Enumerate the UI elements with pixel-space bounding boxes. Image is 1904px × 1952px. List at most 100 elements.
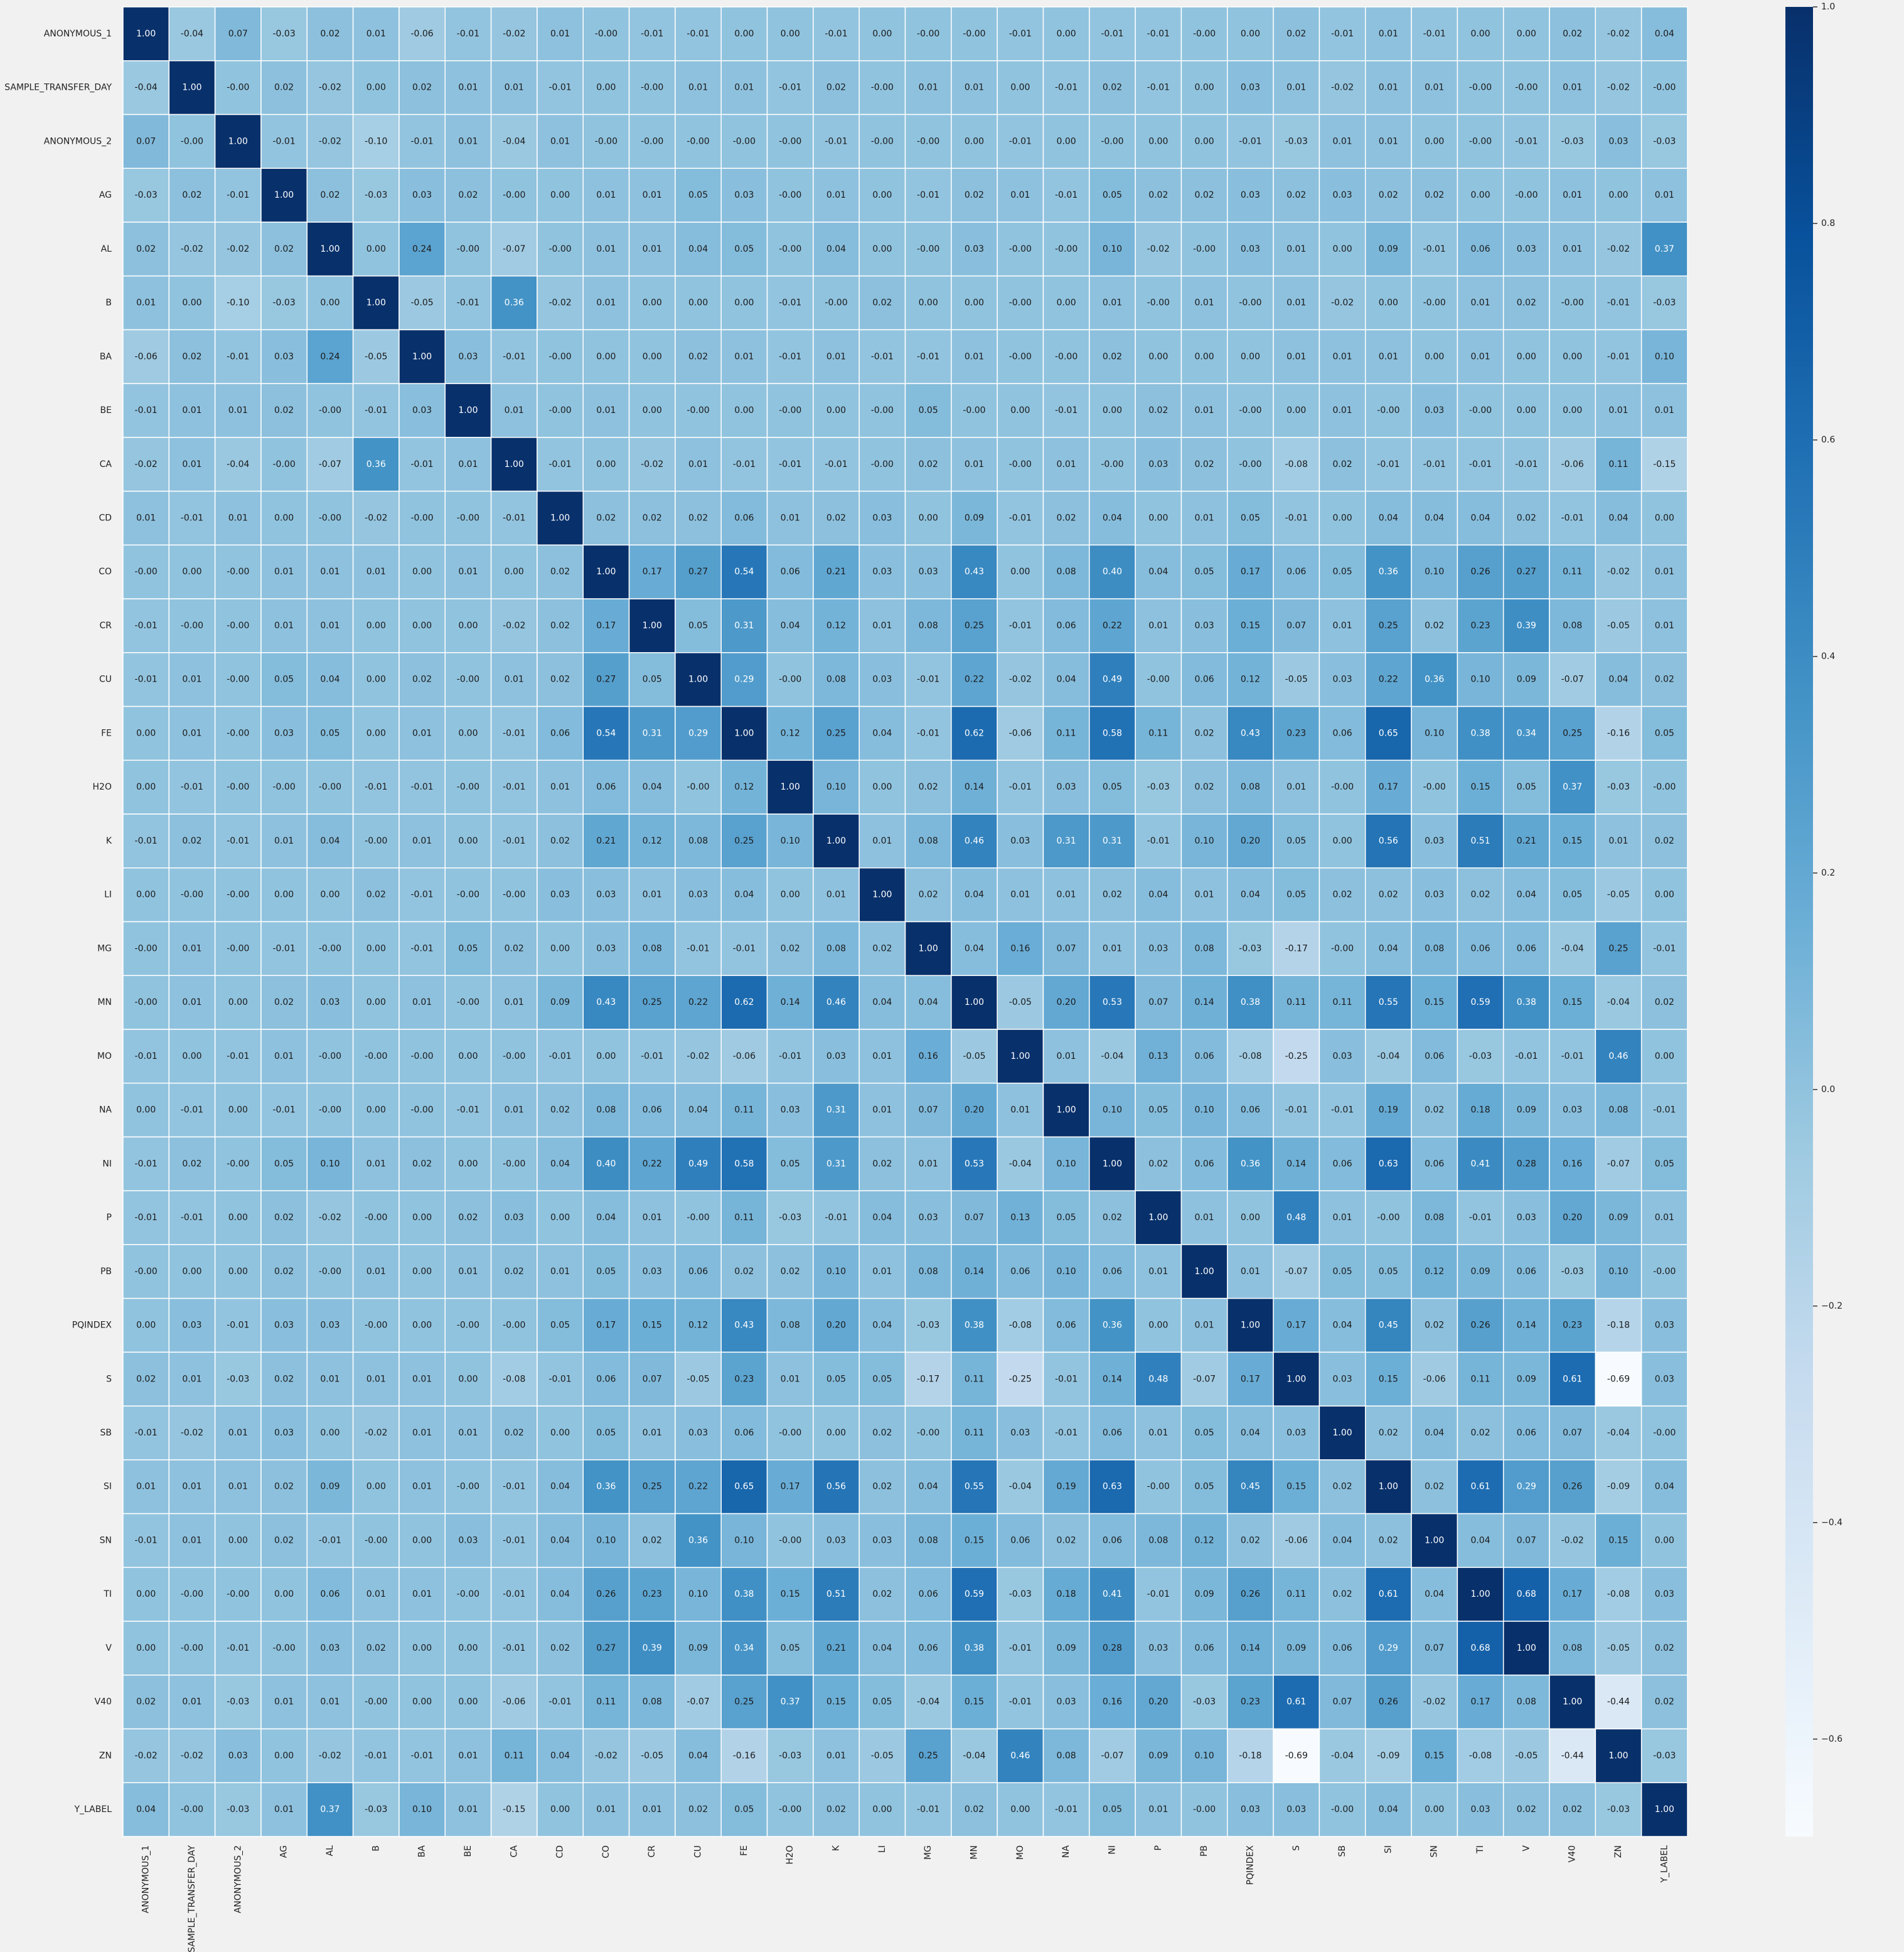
heatmap-cell-label: -0.00 (365, 1321, 387, 1331)
heatmap-cell-label: 0.01 (1332, 405, 1352, 416)
heatmap-cell (675, 1082, 722, 1138)
heatmap-cell-label: 0.01 (182, 943, 201, 953)
heatmap-cell-label: -0.02 (319, 83, 341, 93)
heatmap-cell-label: 0.07 (136, 136, 156, 146)
heatmap-cell (858, 975, 906, 1030)
heatmap-cell-label: 0.19 (1379, 1105, 1398, 1115)
heatmap-cell-label: 0.04 (1608, 675, 1628, 685)
heatmap-cell-label: 0.10 (320, 1159, 340, 1169)
heatmap-cell-label: 0.12 (826, 621, 846, 631)
heatmap-cell-label: 0.14 (1286, 1159, 1306, 1169)
heatmap-cell-label: 0.01 (1332, 136, 1352, 146)
heatmap-cell (1273, 975, 1320, 1030)
heatmap-cell-label: 0.04 (320, 675, 340, 685)
heatmap-cell-label: 0.03 (182, 1321, 201, 1331)
heatmap-cell-label: 0.00 (458, 1374, 478, 1384)
heatmap-cell (582, 1082, 630, 1138)
heatmap-cell (168, 275, 216, 331)
heatmap-cell-label: -0.01 (1331, 1105, 1354, 1115)
heatmap-cell (904, 1029, 952, 1084)
heatmap-cell-label: -0.02 (135, 1751, 158, 1761)
heatmap-cell-label: 0.00 (550, 1428, 570, 1438)
heatmap-cell (997, 1082, 1044, 1138)
heatmap-cell-label: 0.02 (1563, 1805, 1582, 1815)
heatmap-cell-label: 0.63 (1103, 1482, 1122, 1492)
heatmap-cell-label: -0.01 (135, 1159, 158, 1169)
heatmap-cell (1549, 598, 1596, 653)
heatmap-cell-label: 0.17 (1241, 567, 1260, 577)
heatmap-cell-label: 0.28 (1103, 1643, 1122, 1653)
heatmap-cell-label: 1.00 (596, 567, 616, 577)
heatmap-cell (537, 437, 584, 492)
heatmap-cell-label: 0.03 (274, 1428, 294, 1438)
heatmap-cell-label: -0.03 (1469, 1051, 1492, 1061)
heatmap-cell (168, 329, 216, 384)
heatmap-cell-label: 0.06 (1470, 244, 1490, 254)
heatmap-cell (1135, 1190, 1182, 1245)
heatmap-cell-label: 0.04 (1470, 1535, 1490, 1545)
heatmap-cell-label: 0.00 (781, 29, 800, 39)
heatmap-cell-label: -0.00 (1101, 136, 1123, 146)
heatmap-cell-label: -0.00 (227, 1159, 249, 1169)
heatmap-cell (951, 114, 998, 169)
heatmap-cell-label: 0.03 (1010, 836, 1030, 846)
heatmap-cell-label: -0.25 (1285, 1051, 1308, 1061)
heatmap-cell-label: -0.01 (1009, 136, 1032, 146)
heatmap-cell-label: 0.58 (1103, 728, 1122, 738)
heatmap-cell (1549, 60, 1596, 115)
heatmap-cell (1595, 921, 1642, 976)
heatmap-cell-label: 0.00 (136, 782, 156, 792)
x-tick-label: SN (1430, 1845, 1440, 1857)
heatmap-cell-label: 0.00 (412, 1213, 432, 1223)
heatmap-cell-label: 0.22 (965, 675, 984, 685)
heatmap-cell (1318, 1029, 1366, 1084)
heatmap-cell-label: -0.01 (917, 675, 939, 685)
heatmap-cell-label: 0.01 (136, 513, 156, 523)
heatmap-cell-label: -0.01 (273, 1105, 296, 1115)
heatmap-cell-label: 0.02 (1470, 890, 1490, 900)
y-tick-label: SN (100, 1535, 112, 1545)
heatmap-cell (1595, 1136, 1642, 1191)
heatmap-cell-label: -0.00 (227, 567, 249, 577)
heatmap-cell-label: 0.01 (643, 890, 662, 900)
heatmap-cell-label: 0.01 (1655, 567, 1674, 577)
heatmap-cell (1135, 114, 1182, 169)
heatmap-cell-label: 0.09 (1517, 675, 1536, 685)
heatmap-cell-label: 0.11 (596, 1697, 616, 1707)
heatmap-cell-label: -0.03 (273, 29, 296, 39)
heatmap-cell (1135, 652, 1182, 707)
heatmap-cell-label: 0.54 (596, 728, 616, 738)
heatmap-cell-label: -0.69 (1607, 1374, 1630, 1384)
heatmap-cell-label: 0.27 (596, 675, 616, 685)
heatmap-cell (904, 168, 952, 223)
heatmap-cell-label: 0.09 (1057, 1643, 1076, 1653)
heatmap-cell-label: 0.04 (688, 1105, 708, 1115)
heatmap-cell-label: 0.03 (228, 1751, 248, 1761)
heatmap-cell-label: 0.01 (1563, 190, 1582, 200)
heatmap-cell-label: 0.06 (1103, 1535, 1122, 1545)
x-tick-label: MN (969, 1845, 979, 1860)
heatmap-cell-label: 0.54 (734, 567, 754, 577)
heatmap-cell-label: 0.06 (1332, 1159, 1352, 1169)
heatmap-cell-label: 0.00 (505, 567, 524, 577)
heatmap-cell-label: 0.10 (826, 782, 846, 792)
heatmap-cell (675, 867, 722, 923)
heatmap-cell-label: 0.37 (1563, 782, 1582, 792)
heatmap-cell (1640, 975, 1688, 1030)
heatmap-cell-label: 0.00 (228, 1535, 248, 1545)
heatmap-cell (444, 759, 492, 815)
heatmap-cell (997, 921, 1044, 976)
heatmap-cell-label: 0.26 (1241, 1589, 1260, 1599)
heatmap-cell (537, 813, 584, 869)
heatmap-cell-label: 0.01 (1148, 1805, 1168, 1815)
colorbar-tick-label: −0.6 (1821, 1734, 1842, 1744)
heatmap-cell (1457, 114, 1504, 169)
heatmap-cell-label: -0.15 (1653, 459, 1676, 469)
heatmap-cell (214, 1190, 262, 1245)
heatmap-cell (1227, 598, 1274, 653)
heatmap-cell (675, 1136, 722, 1191)
heatmap-cell (1042, 275, 1090, 331)
heatmap-cell-label: -0.05 (963, 1051, 985, 1061)
heatmap-cell-label: 0.03 (1425, 405, 1444, 416)
heatmap-cell-label: 0.10 (412, 1805, 432, 1815)
